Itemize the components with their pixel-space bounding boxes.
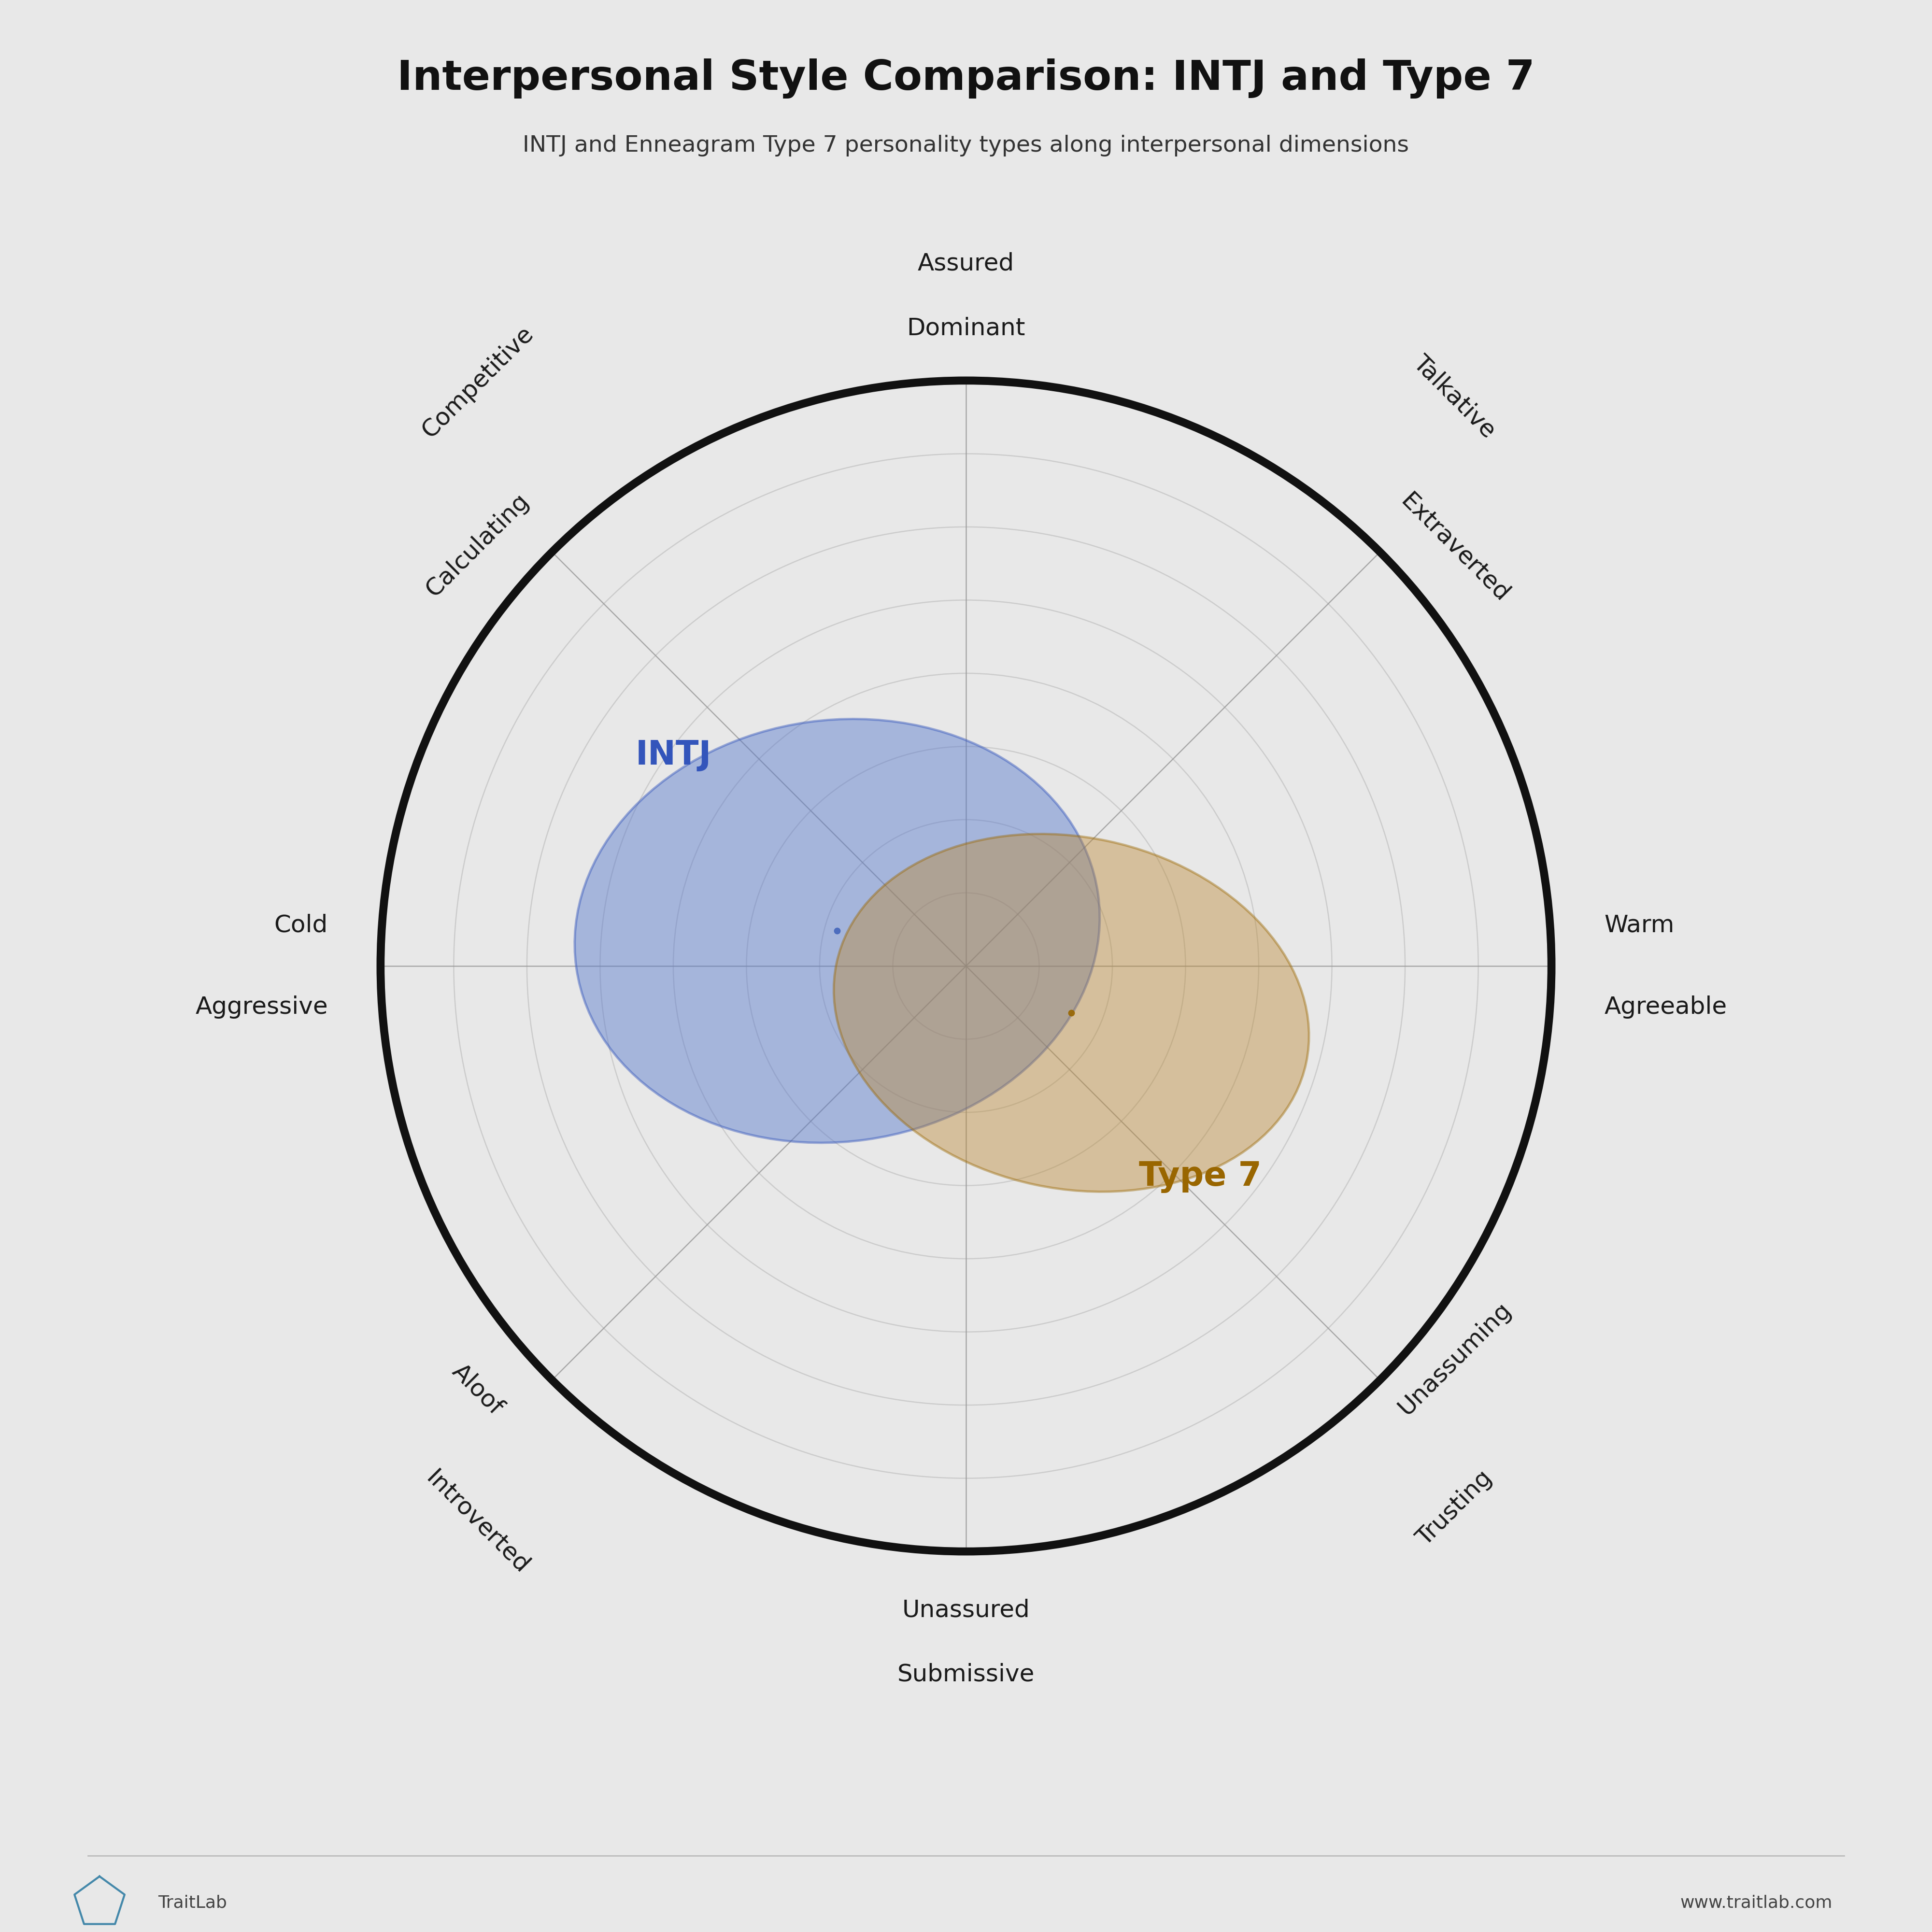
Text: Aloof: Aloof xyxy=(448,1360,508,1420)
Text: Assured: Assured xyxy=(918,251,1014,274)
Text: Trusting: Trusting xyxy=(1412,1466,1497,1551)
Text: INTJ and Enneagram Type 7 personality types along interpersonal dimensions: INTJ and Enneagram Type 7 personality ty… xyxy=(524,135,1408,156)
Text: Calculating: Calculating xyxy=(421,489,533,601)
Ellipse shape xyxy=(835,835,1310,1192)
Ellipse shape xyxy=(574,719,1099,1144)
Text: Unassured: Unassured xyxy=(902,1598,1030,1621)
Text: Interpersonal Style Comparison: INTJ and Type 7: Interpersonal Style Comparison: INTJ and… xyxy=(398,58,1534,99)
Text: Introverted: Introverted xyxy=(421,1466,533,1578)
Text: Competitive: Competitive xyxy=(417,323,537,442)
Point xyxy=(1057,997,1088,1028)
Point xyxy=(821,916,852,947)
Text: Dominant: Dominant xyxy=(906,317,1026,340)
Text: Unassuming: Unassuming xyxy=(1393,1298,1515,1420)
Text: www.traitlab.com: www.traitlab.com xyxy=(1681,1895,1832,1911)
Text: TraitLab: TraitLab xyxy=(158,1895,228,1911)
Text: Type 7: Type 7 xyxy=(1138,1161,1262,1192)
Text: INTJ: INTJ xyxy=(636,740,711,771)
Text: Cold: Cold xyxy=(274,914,328,937)
Text: Submissive: Submissive xyxy=(896,1663,1036,1687)
Text: Extraverted: Extraverted xyxy=(1395,489,1513,607)
Text: Talkative: Talkative xyxy=(1408,352,1501,442)
Text: Agreeable: Agreeable xyxy=(1604,995,1727,1018)
Text: Aggressive: Aggressive xyxy=(195,995,328,1018)
Text: Warm: Warm xyxy=(1604,914,1675,937)
